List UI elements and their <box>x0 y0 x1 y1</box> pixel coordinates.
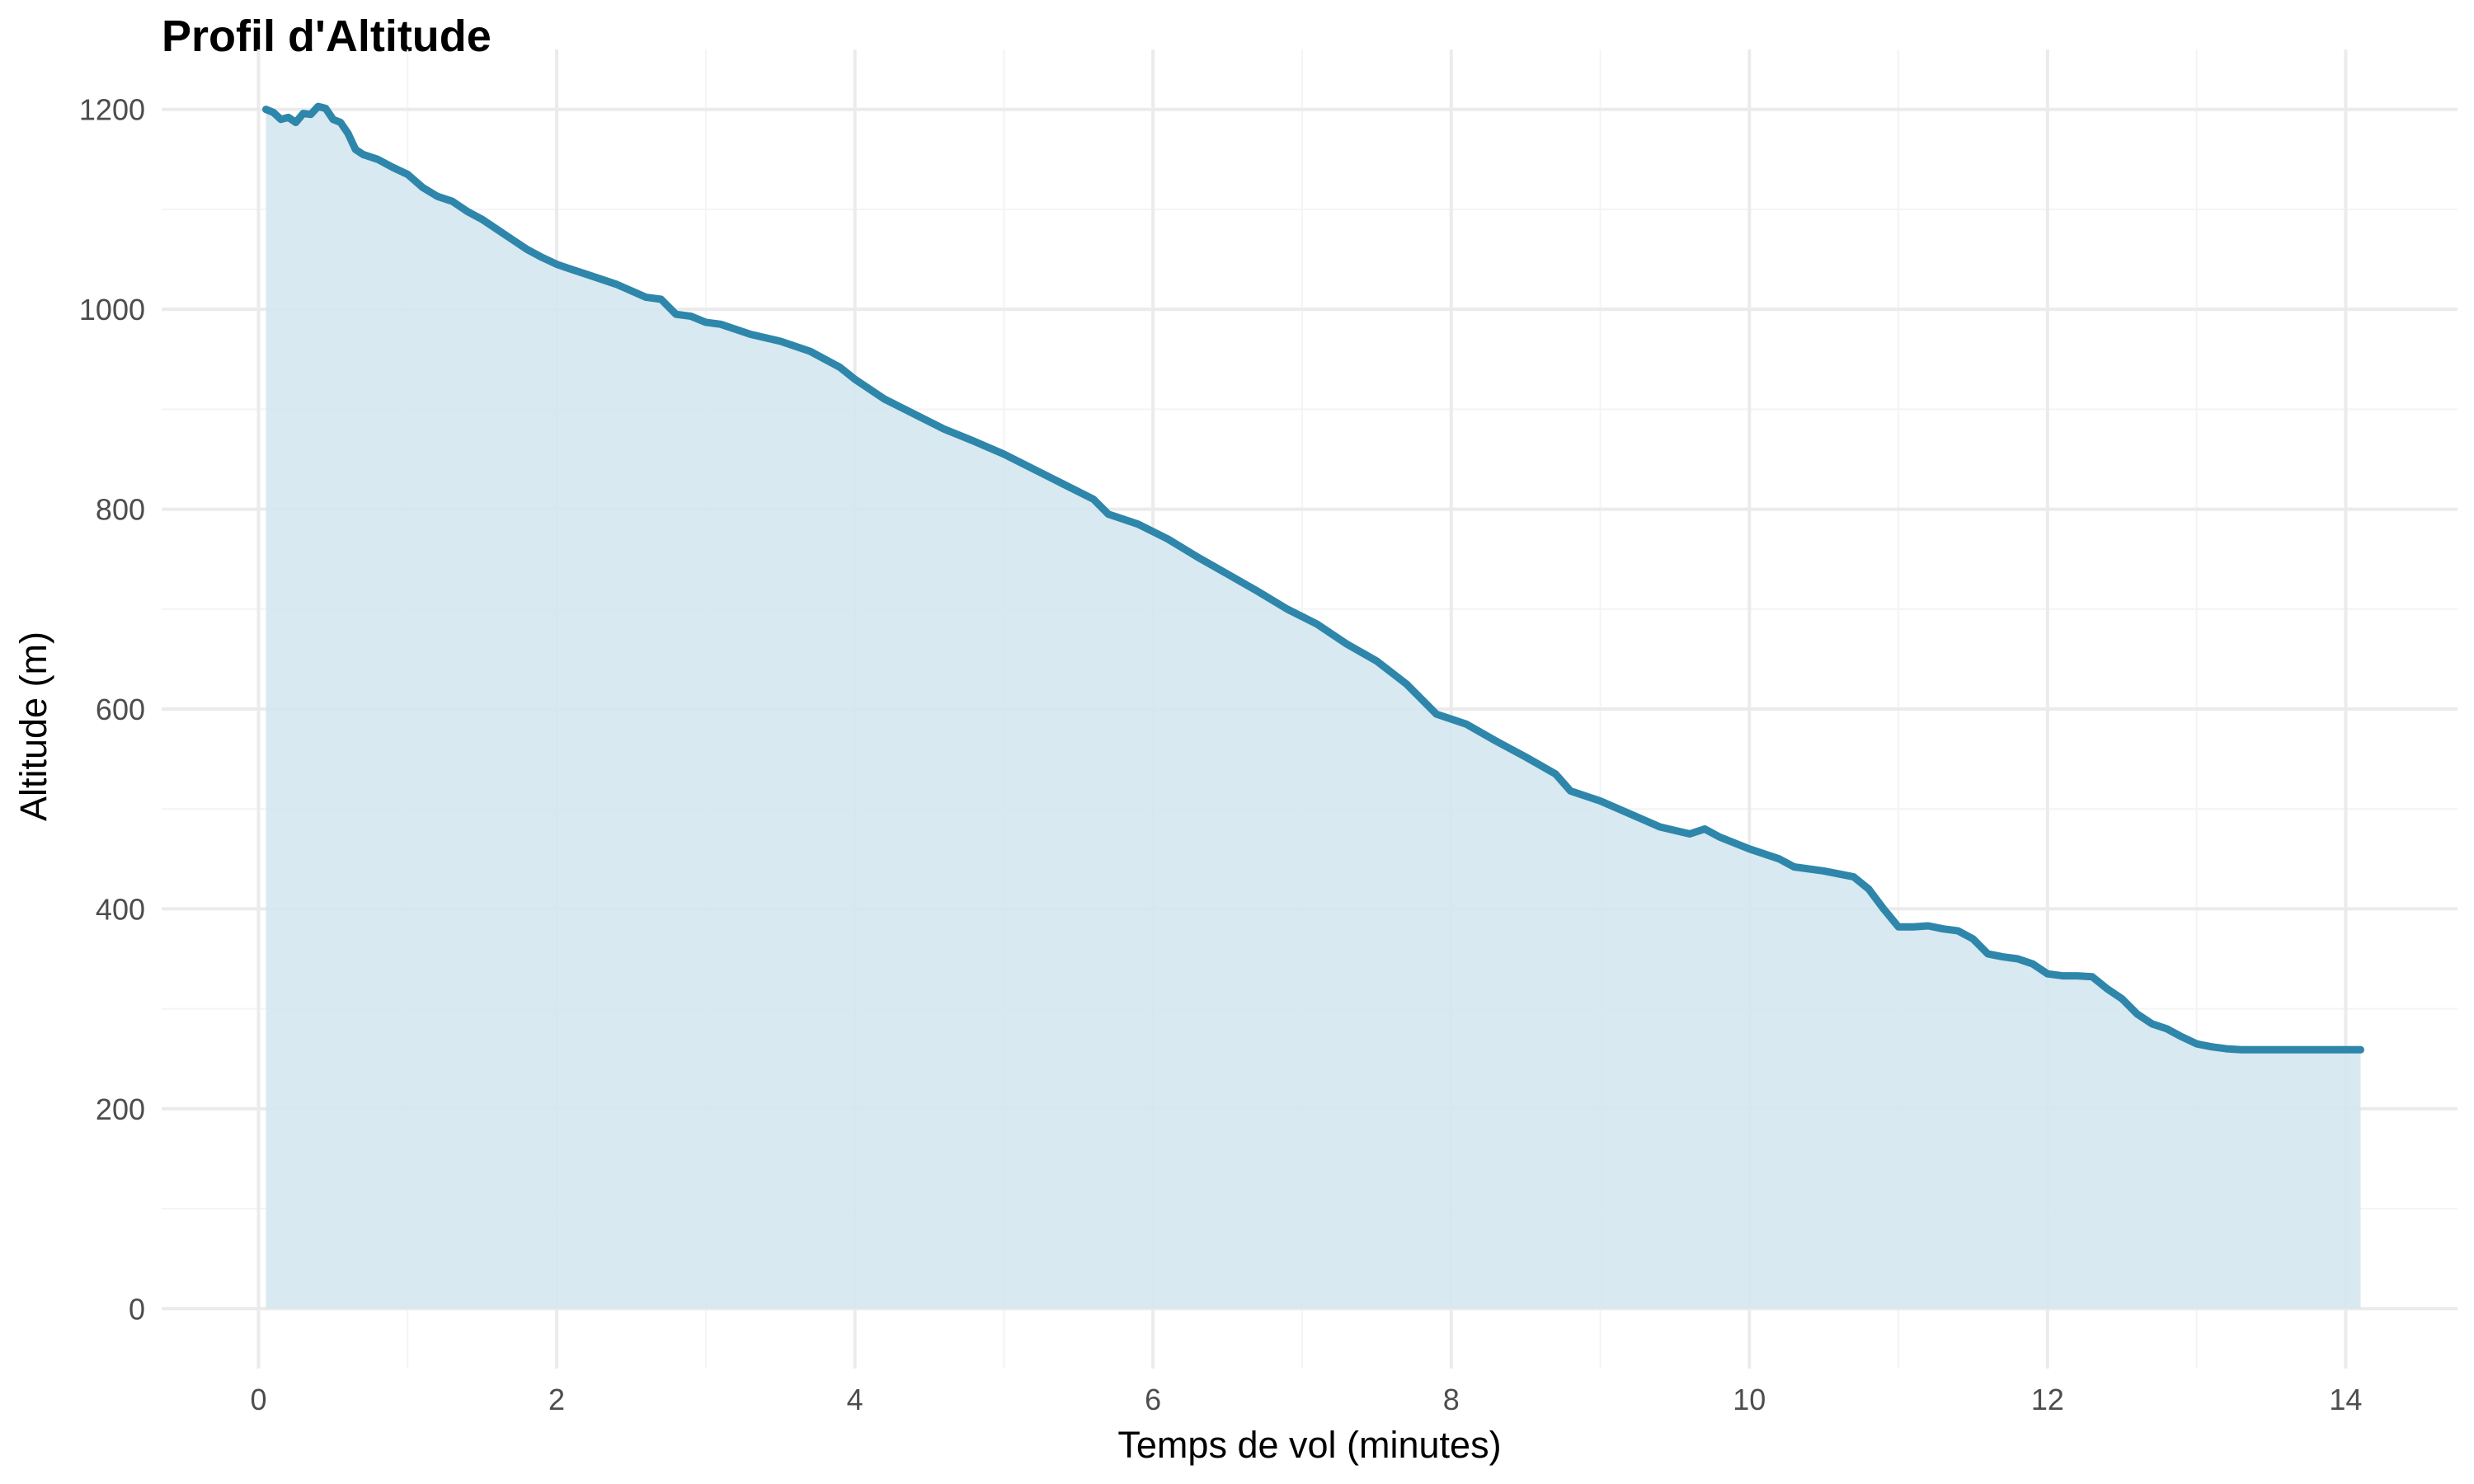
x-tick-label: 6 <box>1145 1383 1161 1416</box>
y-tick-label: 600 <box>96 693 145 726</box>
x-tick-label: 10 <box>1733 1383 1766 1416</box>
altitude-area <box>266 106 2361 1309</box>
y-axis-title: Altitude (m) <box>12 632 54 821</box>
chart-title: Profil d'Altitude <box>162 12 492 61</box>
y-tick-label: 1000 <box>79 293 145 326</box>
x-tick-label: 4 <box>847 1383 863 1416</box>
x-tick-label: 12 <box>2031 1383 2064 1416</box>
altitude-line <box>262 102 2364 1054</box>
x-axis-ticks: 0 2 4 6 8 10 12 14 <box>250 1383 2362 1416</box>
y-axis-ticks: 0 200 400 600 800 1000 1200 <box>79 93 145 1327</box>
y-tick-label: 200 <box>96 1092 145 1126</box>
x-tick-label: 2 <box>548 1383 565 1416</box>
y-tick-label: 400 <box>96 892 145 926</box>
x-axis-title: Temps de vol (minutes) <box>1117 1424 1501 1466</box>
x-tick-label: 8 <box>1443 1383 1460 1416</box>
y-tick-label: 0 <box>129 1292 145 1326</box>
y-tick-label: 800 <box>96 493 145 527</box>
x-tick-label: 0 <box>250 1383 266 1416</box>
x-tick-label: 14 <box>2329 1383 2362 1416</box>
y-tick-label: 1200 <box>79 93 145 127</box>
